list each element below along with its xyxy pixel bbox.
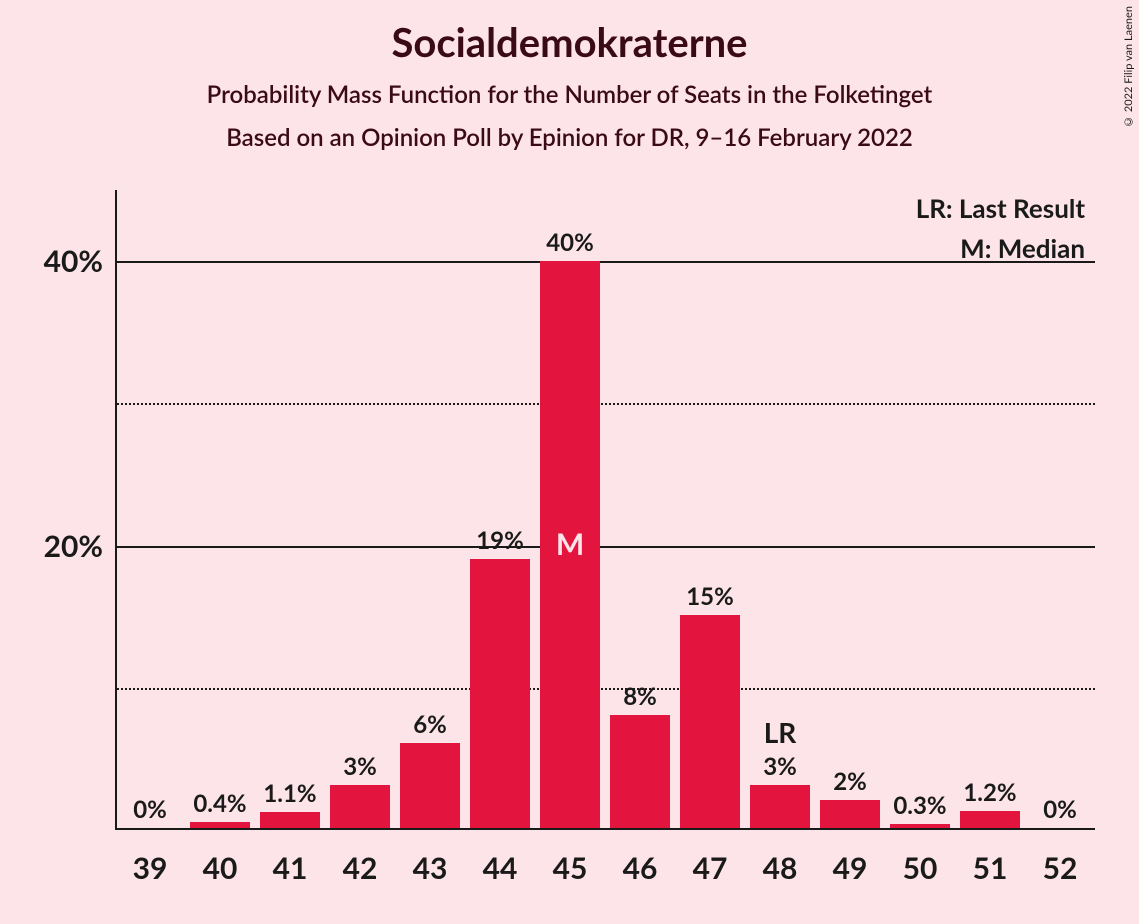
bar: M [540, 261, 600, 828]
x-tick-label: 52 [1025, 838, 1095, 886]
bar-slot: 0.4% [185, 190, 255, 828]
chart-title: Socialdemokraterne [0, 0, 1139, 66]
x-tick-label: 40 [185, 838, 255, 886]
bar-slot: 0% [1025, 190, 1095, 828]
bar [890, 824, 950, 828]
bar-slot: 1.2% [955, 190, 1025, 828]
bar-value-label: 6% [413, 710, 447, 739]
x-tick-label: 50 [885, 838, 955, 886]
bar [400, 743, 460, 828]
bar-value-label: 40% [546, 228, 594, 257]
x-tick-label: 49 [815, 838, 885, 886]
bar-value-label: 0% [1043, 795, 1077, 824]
bar-value-label: 0% [133, 795, 167, 824]
bar-slot: 40% M [535, 190, 605, 828]
bar: LR [750, 785, 810, 828]
x-tick-label: 46 [605, 838, 675, 886]
x-tick-label: 39 [115, 838, 185, 886]
copyright-text: © 2022 Filip van Laenen [1122, 6, 1135, 128]
bar-slot: 8% [605, 190, 675, 828]
bar [820, 800, 880, 828]
bar-slot: 3% LR [745, 190, 815, 828]
bar [330, 785, 390, 828]
bar-value-label: 15% [686, 582, 734, 611]
bar-slot: 0% [115, 190, 185, 828]
bar-value-label: 1.1% [263, 779, 316, 808]
y-tick-label: 40% [44, 243, 103, 279]
bar-value-label: 19% [476, 526, 524, 555]
bar-slot: 19% [465, 190, 535, 828]
bar-value-label: 2% [833, 767, 867, 796]
bar-value-label: 0.4% [193, 789, 246, 818]
bar [610, 715, 670, 828]
bar-slot: 1.1% [255, 190, 325, 828]
bar-value-label: 3% [763, 752, 797, 781]
plot-area: LR: Last Result M: Median 20%40% 0%0.4%1… [115, 190, 1095, 830]
bar [190, 822, 250, 828]
x-tick-label: 47 [675, 838, 745, 886]
bar-value-label: 3% [343, 752, 377, 781]
last-result-marker: LR [764, 715, 797, 749]
x-tick-label: 45 [535, 838, 605, 886]
bar [960, 811, 1020, 828]
bars-container: 0% 0.4% 1.1% 3% 6% 19% 40% M 8% 15% 3% LR 2% 0.3% 1.2%… [115, 190, 1095, 828]
x-tick-label: 42 [325, 838, 395, 886]
x-axis-line [115, 828, 1095, 830]
chart-subtitle-1: Probability Mass Function for the Number… [0, 80, 1139, 109]
bar [680, 615, 740, 828]
x-tick-label: 43 [395, 838, 465, 886]
bar [260, 812, 320, 828]
x-tick-label: 44 [465, 838, 535, 886]
bar-slot: 2% [815, 190, 885, 828]
x-tick-label: 41 [255, 838, 325, 886]
median-marker: M [556, 526, 584, 562]
x-axis-labels: 3940414243444546474849505152 [115, 838, 1095, 886]
bar-value-label: 1.2% [963, 778, 1016, 807]
bar-slot: 15% [675, 190, 745, 828]
chart-subtitle-2: Based on an Opinion Poll by Epinion for … [0, 123, 1139, 152]
bar-value-label: 8% [623, 682, 657, 711]
bar-slot: 6% [395, 190, 465, 828]
x-tick-label: 51 [955, 838, 1025, 886]
bar-slot: 0.3% [885, 190, 955, 828]
y-tick-label: 20% [44, 528, 103, 564]
x-tick-label: 48 [745, 838, 815, 886]
bar-value-label: 0.3% [893, 791, 946, 820]
bar-slot: 3% [325, 190, 395, 828]
bar [470, 559, 530, 828]
